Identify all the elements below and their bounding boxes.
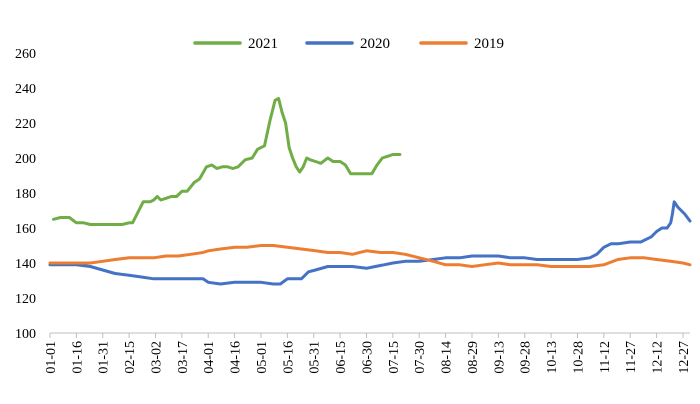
x-tick-label: 02-15 xyxy=(123,341,138,374)
x-tick-label: 09-13 xyxy=(492,341,507,374)
x-tick-label: 07-30 xyxy=(413,341,428,374)
x-tick-label: 07-15 xyxy=(387,341,402,374)
y-tick-label: 200 xyxy=(15,152,36,167)
y-tick-label: 100 xyxy=(15,327,36,342)
x-tick-label: 04-16 xyxy=(229,341,244,374)
y-tick-label: 260 xyxy=(15,47,36,62)
x-tick-label: 10-28 xyxy=(571,341,586,374)
y-tick-label: 220 xyxy=(15,117,36,132)
x-tick-label: 09-28 xyxy=(519,341,534,374)
x-tick-label: 06-15 xyxy=(334,341,349,374)
x-tick-label: 05-01 xyxy=(255,341,270,374)
x-tick-label: 05-16 xyxy=(281,341,296,374)
y-tick-label: 140 xyxy=(15,257,36,272)
y-tick-label: 240 xyxy=(15,82,36,97)
legend-label-2021: 2021 xyxy=(248,36,278,52)
x-tick-label: 12-12 xyxy=(651,341,666,374)
x-tick-label: 04-01 xyxy=(202,341,217,374)
x-tick-label: 03-17 xyxy=(176,341,191,374)
x-tick-label: 06-30 xyxy=(360,341,375,374)
series-line-2021 xyxy=(52,97,402,226)
x-tick-label: 08-29 xyxy=(466,341,481,374)
legend-label-2019: 2019 xyxy=(474,36,504,52)
x-tick-label: 11-27 xyxy=(624,341,639,373)
x-tick-label: 01-01 xyxy=(44,341,59,374)
y-tick-label: 160 xyxy=(15,222,36,237)
y-tick-label: 180 xyxy=(15,187,36,202)
x-tick-label: 12-27 xyxy=(677,341,692,374)
y-tick-label: 120 xyxy=(15,292,36,307)
x-tick-label: 11-12 xyxy=(598,341,613,373)
x-tick-label: 10-13 xyxy=(545,341,560,374)
series-line-2019 xyxy=(48,244,692,268)
x-tick-label: 03-02 xyxy=(149,341,164,374)
x-tick-label: 08-14 xyxy=(440,341,455,374)
series-line-2020 xyxy=(48,200,692,286)
x-tick-label: 05-31 xyxy=(308,341,323,374)
x-tick-label: 01-31 xyxy=(97,341,112,374)
legend-label-2020: 2020 xyxy=(360,36,390,52)
x-tick-label: 01-16 xyxy=(70,341,85,374)
